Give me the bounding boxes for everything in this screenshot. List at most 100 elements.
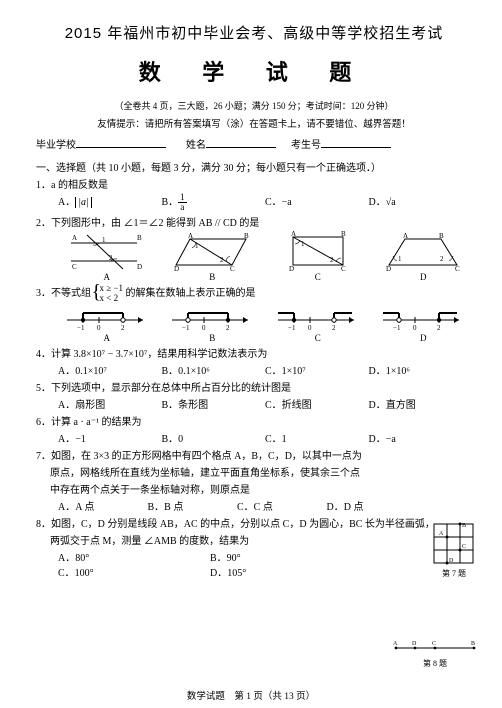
svg-text:2: 2 (437, 324, 441, 332)
q3-numline-A-icon: −1 0 2 (63, 306, 151, 332)
q4-optA: A．0.1×10⁷ (58, 362, 162, 377)
page-footer: 数学试题 第 1 页（共 13 页） (0, 688, 502, 702)
q6-optB: B．0 (162, 430, 266, 445)
q3-ineq2: x < 2 (100, 294, 124, 304)
svg-text:1: 1 (301, 240, 305, 248)
q7-stem1: 7．如图，在 3×3 的正方形网格中有四个格点 A，B，C，D，以其中一点为 (36, 447, 472, 462)
q7-fig-caption: 第 7 题 (430, 568, 478, 579)
q8-optB: B．90° (210, 549, 362, 564)
svg-text:A: A (72, 234, 77, 242)
svg-text:−1: −1 (288, 324, 296, 332)
fill-row: 毕业学校 姓名 考生号 (36, 136, 472, 151)
q2-figC-icon: AB DC 12 (283, 231, 353, 271)
q3-diagC: −1 0 2 C (269, 306, 367, 343)
svg-text:1: 1 (398, 255, 402, 263)
q7-optB: B．B 点 (148, 498, 238, 513)
brace-icon: x ≥ −1 x < 2 (94, 284, 124, 304)
svg-text:A: A (393, 641, 398, 647)
q2-diagrams: AB CD 12 A A B D C 1 2 B A B D C 1 2 C (58, 231, 472, 282)
svg-text:B: B (341, 231, 346, 238)
svg-text:2: 2 (440, 255, 444, 263)
q7-optC: C．C 点 (237, 498, 327, 513)
q1-optA: A．|a| (58, 193, 162, 212)
q7-options: A．A 点 B．B 点 C．C 点 D．D 点 (58, 498, 472, 513)
section1-head: 一、选择题（共 10 小题，每题 3 分，满分 30 分；每小题只有一个正确选项… (36, 159, 472, 174)
svg-text:B: B (439, 232, 444, 240)
svg-text:B: B (462, 523, 466, 529)
q1-optD: D．√a (369, 193, 473, 212)
q8-figure: A D C B 第 8 题 (390, 638, 480, 669)
q1-optB: B．1a (162, 193, 266, 212)
svg-text:−1: −1 (77, 324, 85, 332)
q2-diagD: AB DC 12 D (375, 231, 473, 282)
svg-text:C: C (230, 265, 235, 271)
svg-text:0: 0 (413, 324, 417, 332)
q8-stem1: 8．如图，C，D 分别是线段 AB，AC 的中点，分别以点 C，D 为圆心，BC… (36, 515, 472, 530)
q4-optD: D．1×10⁶ (369, 362, 473, 377)
q3-diagD: −1 0 2 D (375, 306, 473, 343)
q4-optB: B．0.1×10⁶ (162, 362, 266, 377)
svg-text:A: A (188, 232, 193, 240)
q3-diagrams: −1 0 2 A −1 0 2 B −1 (58, 306, 472, 343)
q5-options: A．扇形图 B．条形图 C．折线图 D．直方图 (58, 396, 472, 411)
q3-numline-C-icon: −1 0 2 (274, 306, 362, 332)
school-label: 毕业学校 (36, 140, 76, 151)
svg-text:B: B (244, 232, 249, 240)
q4-stem: 4．计算 3.8×10⁷ − 3.7×10⁷，结果用科学记数法表示为 (36, 345, 472, 360)
svg-text:C: C (462, 544, 466, 550)
svg-text:D: D (386, 265, 391, 271)
q3-labelB: B (209, 333, 215, 343)
svg-text:0: 0 (202, 324, 206, 332)
q7-optD: D．D 点 (327, 498, 417, 513)
q6-optA: A．−1 (58, 430, 162, 445)
svg-text:−1: −1 (182, 324, 190, 332)
q7-optA: A．A 点 (58, 498, 148, 513)
subject-title: 数 学 试 题 (36, 55, 472, 87)
fraction-1-over-a: 1a (178, 193, 187, 212)
q2-labelB: B (209, 272, 215, 282)
svg-text:A: A (291, 231, 296, 238)
q3-stem-post: 的解集在数轴上表示正确的是 (126, 288, 256, 299)
q3-labelC: C (315, 333, 321, 343)
svg-text:C: C (432, 641, 436, 647)
q8-options: A．80° B．90° C．100° D．105° (58, 549, 472, 579)
svg-text:1: 1 (102, 236, 106, 244)
name-label: 姓名 (186, 140, 206, 151)
q7-figure: B A C D 第 7 题 (430, 520, 478, 579)
q2-labelC: C (315, 272, 321, 282)
svg-text:C: C (341, 265, 346, 271)
q8-optC: C．100° (58, 564, 210, 579)
q6-options: A．−1 B．0 C．1 D．−a (58, 430, 472, 445)
q5-stem: 5．下列选项中，显示部分在总体中所占百分比的统计图是 (36, 379, 472, 394)
q2-labelD: D (420, 272, 427, 282)
q7-stem3: 中存在两个点关于一条坐标轴对称，则原点是 (50, 481, 472, 496)
exam-meta: （全卷共 4 页，三大题，26 小题；满分 150 分；考试时间：120 分钟） (36, 99, 472, 112)
q6-optD: D．−a (369, 430, 473, 445)
q6-optC: C．1 (265, 430, 369, 445)
q8-fig-caption: 第 8 题 (390, 658, 480, 669)
q2-diagA: AB CD 12 A (58, 231, 156, 282)
q5-optA: A．扇形图 (58, 396, 162, 411)
q3-diagA: −1 0 2 A (58, 306, 156, 343)
q5-optC: C．折线图 (265, 396, 369, 411)
q2-figA-icon: AB CD 12 (67, 231, 147, 271)
svg-text:0: 0 (97, 324, 101, 332)
svg-text:2: 2 (220, 256, 224, 264)
svg-text:2: 2 (332, 324, 336, 332)
examno-label: 考生号 (291, 140, 321, 151)
q7-stem2: 原点，网格线所在直线为坐标轴，建立平面直角坐标系，使其余三个点 (50, 464, 472, 479)
q1-stem: 1．a 的相反数是 (36, 176, 472, 191)
svg-text:C: C (455, 265, 460, 271)
q5-optB: B．条形图 (162, 396, 266, 411)
q8-optA: A．80° (58, 549, 210, 564)
q1-optA-prefix: A． (58, 197, 75, 208)
q3-numline-D-icon: −1 0 2 (379, 306, 467, 332)
svg-text:D: D (412, 641, 417, 647)
svg-text:2: 2 (226, 324, 230, 332)
exam-tip: 友情提示：请把所有答案填写（涂）在答题卡上，请不要错位、越界答题！ (36, 116, 472, 130)
svg-text:B: B (471, 641, 475, 647)
svg-text:−1: −1 (393, 324, 401, 332)
q4-optC: C．1×10⁷ (265, 362, 369, 377)
q2-diagC: AB DC 12 C (269, 231, 367, 282)
q5-optD: D．直方图 (369, 396, 473, 411)
